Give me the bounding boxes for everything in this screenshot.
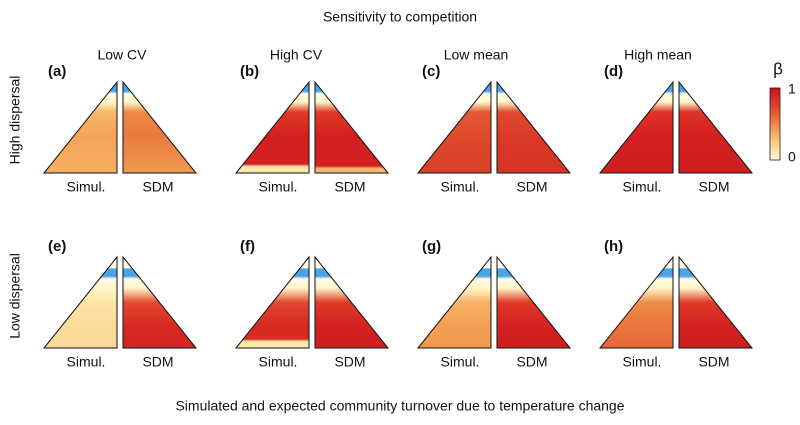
panel-letter: (c) xyxy=(422,63,440,80)
triangle-sdm xyxy=(122,255,198,349)
triangle-simulated xyxy=(416,80,492,174)
column-header: Low CV xyxy=(97,47,147,63)
half-label: SDM xyxy=(334,179,365,195)
triangle-simulated xyxy=(416,255,492,349)
figure-title: Sensitivity to competition xyxy=(323,9,477,25)
triangle-sdm xyxy=(678,255,754,349)
half-label: Simul. xyxy=(259,354,298,370)
triangle-simulated xyxy=(598,255,674,349)
half-label: Simul. xyxy=(67,179,106,195)
half-label: SDM xyxy=(142,179,173,195)
triangle-sdm xyxy=(496,255,572,349)
half-label: SDM xyxy=(516,179,547,195)
legend-bottom: 0 xyxy=(788,149,796,165)
triangle-simulated xyxy=(598,80,674,174)
triangle-sdm xyxy=(314,255,390,349)
panel-letter: (f) xyxy=(240,238,255,255)
triangle-sdm xyxy=(678,80,754,174)
panel-letter: (e) xyxy=(48,238,66,255)
legend-title: β xyxy=(773,59,783,78)
triangle-sdm xyxy=(314,80,390,174)
half-label: Simul. xyxy=(623,179,662,195)
column-header: High CV xyxy=(270,47,323,63)
half-label: SDM xyxy=(516,354,547,370)
triangle-simulated xyxy=(234,255,310,349)
legend-top: 1 xyxy=(788,81,796,97)
half-label: Simul. xyxy=(623,354,662,370)
half-label: SDM xyxy=(698,179,729,195)
caption: Simulated and expected community turnove… xyxy=(175,398,624,414)
row-label: Low dispersal xyxy=(7,253,23,339)
triangle-sdm xyxy=(496,80,572,174)
column-header: High mean xyxy=(624,47,692,63)
half-label: Simul. xyxy=(259,179,298,195)
column-header: Low mean xyxy=(444,47,509,63)
triangle-simulated xyxy=(234,80,310,174)
panel-letter: (d) xyxy=(604,63,623,80)
half-label: Simul. xyxy=(441,354,480,370)
panel-letter: (h) xyxy=(604,238,623,255)
triangle-simulated xyxy=(42,80,118,174)
triangle-simulated xyxy=(42,255,118,349)
panel-letter: (a) xyxy=(48,63,66,80)
triangle-sdm xyxy=(122,80,198,174)
legend-bar xyxy=(769,87,781,161)
half-label: Simul. xyxy=(441,179,480,195)
half-label: Simul. xyxy=(67,354,106,370)
half-label: SDM xyxy=(142,354,173,370)
row-label: High dispersal xyxy=(7,76,23,165)
panel-letter: (g) xyxy=(422,238,441,255)
half-label: SDM xyxy=(334,354,365,370)
half-label: SDM xyxy=(698,354,729,370)
panel-letter: (b) xyxy=(240,63,259,80)
